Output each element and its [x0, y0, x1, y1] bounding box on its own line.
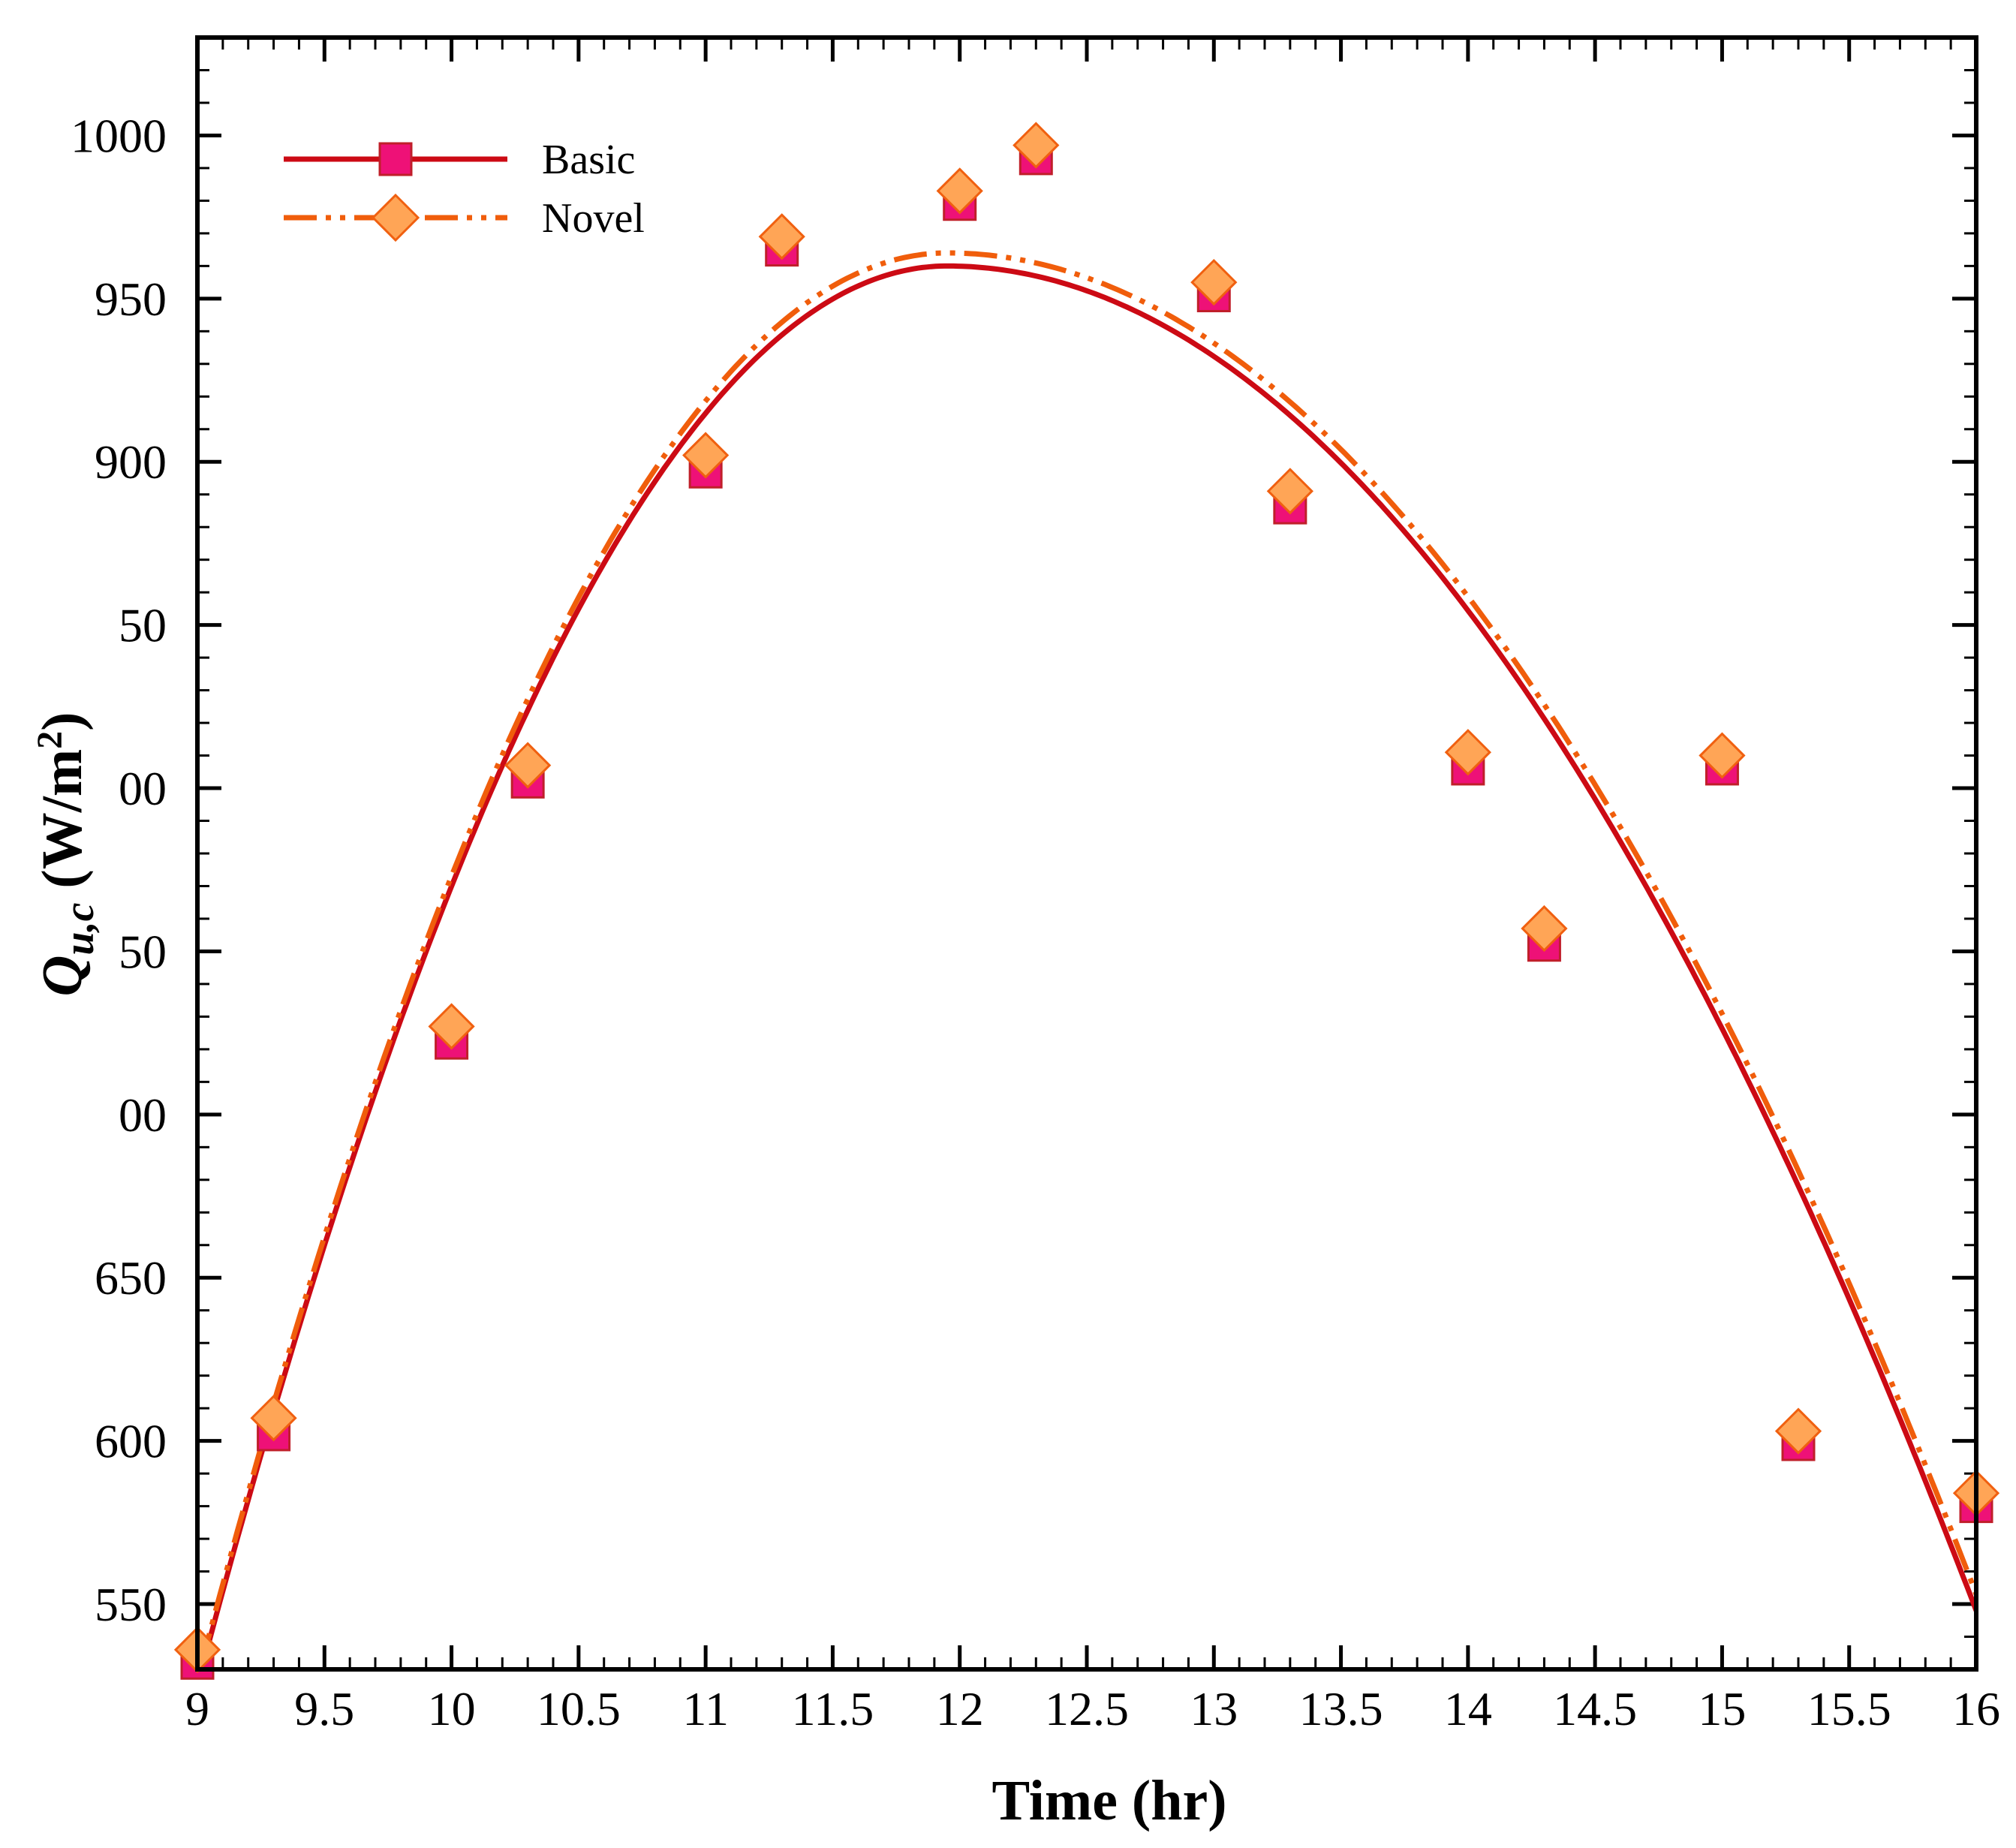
y-tick-label: 00: [119, 762, 167, 815]
x-tick-labels: 9 9.5 10 10.5 11 11.5 12 12.5 13 13.5 14 14.5 15 15.5…: [185, 1682, 2000, 1735]
legend-entry-novel: Novel: [284, 193, 645, 242]
y-axis-title-symbol: Q: [31, 956, 94, 997]
x-tick-label: 10.5: [537, 1682, 621, 1735]
y-tick-label: 1000: [71, 109, 167, 162]
marker-novel: [682, 432, 730, 479]
marker-novel: [936, 167, 983, 215]
y-tick-label: 950: [95, 272, 167, 326]
x-tick-label: 16: [1952, 1682, 2000, 1735]
y-tick-label: 600: [95, 1415, 167, 1468]
y-tick-label: 650: [95, 1251, 167, 1305]
x-tick-label: 15.5: [1807, 1682, 1891, 1735]
x-tick-label: 14.5: [1553, 1682, 1637, 1735]
major-ticks: [195, 38, 1978, 1669]
y-tick-label: 550: [95, 1578, 167, 1631]
x-tick-label: 13: [1190, 1682, 1238, 1735]
x-tick-label: 13.5: [1299, 1682, 1383, 1735]
marker-novel: [1013, 122, 1060, 169]
fit-curves: [197, 250, 1976, 1669]
x-tick-label: 11.5: [792, 1682, 874, 1735]
legend: Basic Novel: [284, 137, 645, 242]
y-axis-title-units: (W/m: [31, 749, 94, 903]
y-tick-label: 50: [119, 599, 167, 652]
y-axis-title-subscript: u,c: [56, 902, 103, 955]
y-tick-label: 50: [119, 925, 167, 978]
y-axis-title-units-superscript: 2: [30, 731, 70, 749]
legend-basic-label: Basic: [542, 137, 635, 183]
curve-basic: [199, 263, 1976, 1669]
legend-novel-label: Novel: [542, 195, 645, 242]
y-axis-title-units-close: ): [31, 712, 94, 731]
x-axis-title: Time (hr): [991, 1769, 1226, 1832]
y-axis-title: Qu,c (W/m2): [30, 712, 103, 997]
x-tick-label: 14: [1444, 1682, 1492, 1735]
legend-entry-basic: Basic: [284, 137, 635, 183]
x-tick-label: 12: [936, 1682, 984, 1735]
data-markers: [173, 122, 2000, 1680]
y-tick-label: 900: [95, 435, 167, 489]
marker-novel: [1444, 729, 1491, 776]
marker-novel: [1190, 258, 1238, 306]
x-tick-label: 11: [682, 1682, 729, 1735]
y-tick-label: 00: [119, 1088, 167, 1142]
marker-novel: [1774, 1407, 1822, 1455]
x-tick-label: 9.5: [294, 1682, 354, 1735]
legend-novel-marker: [371, 193, 420, 242]
x-tick-label: 15: [1698, 1682, 1746, 1735]
y-tick-labels: 550 600 650 00 50 00 50 900 950 1000: [71, 109, 167, 1631]
marker-novel: [504, 742, 552, 789]
marker-novel: [428, 1003, 475, 1050]
x-tick-label: 12.5: [1045, 1682, 1129, 1735]
marker-novel: [758, 213, 805, 260]
marker-novel: [250, 1395, 297, 1442]
legend-basic-marker: [378, 142, 413, 176]
x-tick-label: 9: [185, 1682, 209, 1735]
marker-novel: [1521, 904, 1568, 953]
marker-novel: [1699, 732, 1746, 779]
marker-novel: [1266, 468, 1313, 515]
x-tick-label: 10: [428, 1682, 476, 1735]
plot-frame: [195, 35, 1978, 1672]
